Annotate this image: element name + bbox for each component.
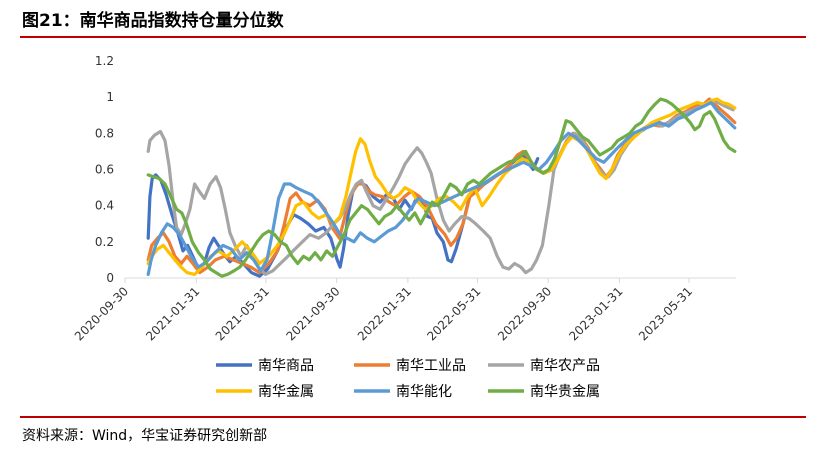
y-tick-label: 0 [106, 271, 114, 285]
x-tick-label: 2022-09-30 [495, 284, 554, 343]
title-rule [20, 36, 806, 38]
series-line [146, 101, 737, 276]
legend-label: 南华工业品 [396, 358, 466, 374]
source-note: 资料来源：Wind，华宝证券研究创新部 [22, 428, 268, 444]
x-tick-label: 2020-09-30 [72, 284, 131, 343]
legend-label: 南华农产品 [530, 358, 600, 374]
legend-label: 南华金属 [258, 384, 314, 400]
y-tick-label: 0.6 [95, 163, 114, 177]
legend-label: 南华商品 [258, 358, 314, 374]
y-tick-label: 1 [106, 90, 114, 104]
y-axis-ticks: 0 0.2 0.4 0.6 0.8 1 1.2 [95, 54, 114, 285]
series-line [146, 97, 737, 276]
figure-title: 图21：南华商品指数持仓量分位数 [22, 11, 284, 31]
x-tick-label: 2023-01-31 [566, 284, 625, 343]
x-tick-label: 2021-01-31 [143, 284, 202, 343]
series-line [146, 153, 540, 278]
source-rule [20, 416, 806, 418]
x-tick-label: 2022-05-31 [424, 284, 483, 343]
y-tick-label: 0.8 [95, 126, 114, 140]
x-tick-label: 2022-01-31 [355, 284, 414, 343]
legend-label: 南华能化 [396, 384, 452, 400]
series-line [146, 97, 737, 278]
series-lines [146, 97, 737, 278]
x-tick-label: 2023-05-31 [636, 284, 695, 343]
y-tick-label: 0.4 [95, 199, 114, 213]
x-tick-label: 2021-09-30 [283, 284, 342, 343]
y-tick-label: 0.2 [95, 235, 114, 249]
x-tick-label: 2021-05-31 [213, 284, 272, 343]
line-chart: 00.20.40.60.811.2 2020-09-30 2021-01-31 20… [72, 54, 737, 400]
legend-label: 南华贵金属 [530, 384, 600, 400]
y-tick-label: 1.2 [95, 54, 114, 68]
x-axis-ticks: 2020-09-30 2021-01-31 2021-05-31 2021-09-30… [72, 278, 695, 343]
